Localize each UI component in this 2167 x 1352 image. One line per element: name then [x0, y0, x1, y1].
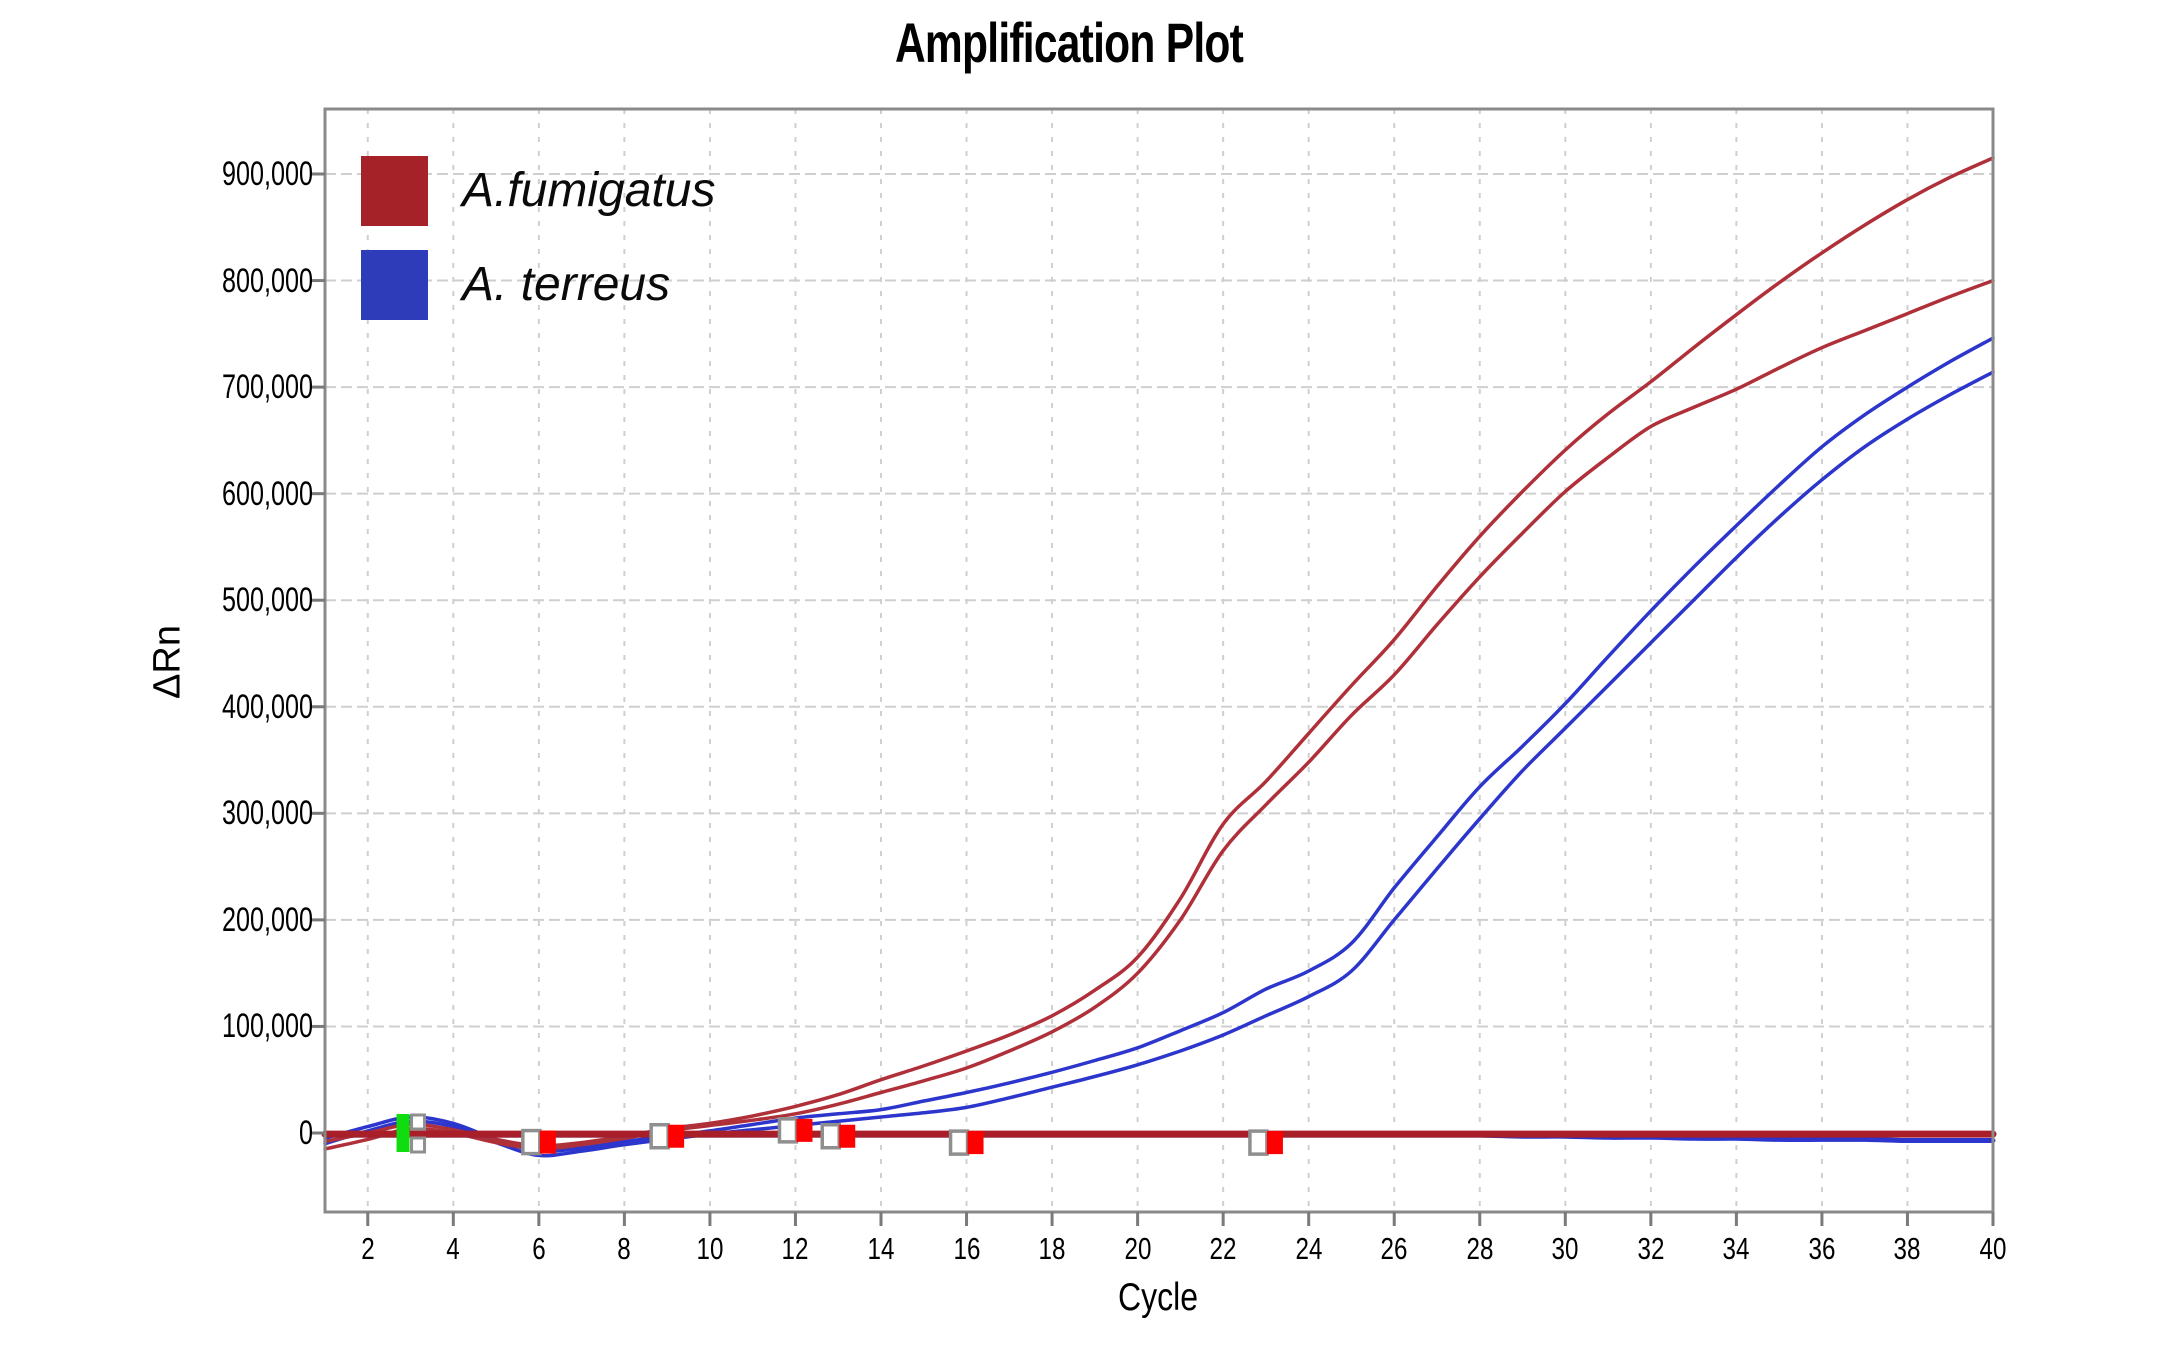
- legend-swatch-a-fumigatus: [361, 156, 428, 226]
- y-tick-label-400000: 400,000: [222, 687, 313, 726]
- y-tick-label-800000: 800,000: [222, 261, 313, 300]
- red-square-marker: [668, 1124, 685, 1148]
- x-tick-label-22: 22: [1209, 1231, 1237, 1266]
- x-tick-label-32: 32: [1637, 1231, 1665, 1266]
- red-square-marker: [539, 1130, 556, 1154]
- x-tick-label-26: 26: [1380, 1231, 1408, 1266]
- x-tick-label-20: 20: [1124, 1231, 1152, 1266]
- green-bar-marker: [396, 1114, 410, 1152]
- x-tick-label-16: 16: [953, 1231, 980, 1266]
- chart-title: Amplification Plot: [894, 11, 1244, 74]
- x-tick-label-30: 30: [1551, 1231, 1579, 1266]
- gray-open-square-marker: [777, 1117, 799, 1144]
- red-square-marker: [1266, 1131, 1283, 1155]
- x-tick-label-14: 14: [867, 1231, 895, 1266]
- curve-a-fumigatus-replicate-2-: [323, 278, 1995, 1151]
- x-axis-title-wrap: Cycle: [1109, 1276, 1207, 1320]
- x-tick-label-6: 6: [532, 1231, 546, 1266]
- x-tick-label-34: 34: [1722, 1231, 1750, 1266]
- y-tick-label-300000: 300,000: [222, 794, 313, 833]
- red-square-marker: [839, 1124, 856, 1148]
- red-square-marker: [967, 1131, 984, 1155]
- legend-label-a-terreus: A. terreus: [462, 258, 671, 311]
- y-tick-label-500000: 500,000: [222, 581, 313, 620]
- gray-square-marker: [410, 1136, 427, 1154]
- legend-swatch-a-terreus: [361, 250, 428, 320]
- chart-title-wrap: Amplification Plot: [840, 10, 1298, 75]
- x-tick-label-18: 18: [1038, 1231, 1066, 1266]
- y-tick-label-200000: 200,000: [222, 900, 313, 939]
- x-axis-title: Cycle: [1118, 1276, 1198, 1319]
- baseline-markers: [396, 1113, 1283, 1156]
- x-tick-label-36: 36: [1808, 1231, 1836, 1266]
- y-tick-label-0: 0: [298, 1114, 313, 1152]
- x-tick-label-8: 8: [617, 1231, 632, 1266]
- x-tick-label-2: 2: [361, 1231, 375, 1266]
- x-tick-label-24: 24: [1295, 1231, 1323, 1266]
- y-tick-label-600000: 600,000: [222, 474, 313, 513]
- x-tick-label-40: 40: [1979, 1231, 2007, 1266]
- x-tick-label-38: 38: [1893, 1231, 1921, 1266]
- x-tick-label-10: 10: [696, 1231, 724, 1266]
- gray-open-square-marker: [521, 1128, 542, 1156]
- curve-a-terreus-replicate-2-: [323, 370, 1995, 1158]
- plot-border: [323, 107, 1995, 1214]
- x-tick-label-28: 28: [1466, 1231, 1494, 1266]
- gray-open-square-marker: [1248, 1129, 1269, 1156]
- red-square-marker: [796, 1118, 813, 1142]
- x-tick-label-12: 12: [781, 1231, 809, 1266]
- y-axis-title: ΔRn: [146, 625, 189, 699]
- gray-square-marker: [410, 1113, 427, 1131]
- y-tick-label-900000: 900,000: [222, 155, 313, 193]
- axis-ticks: [311, 172, 1995, 1226]
- curve-a-terreus-replicate-1-: [323, 336, 1995, 1154]
- amplification-curves: [321, 156, 1997, 1158]
- x-tick-label-4: 4: [446, 1231, 461, 1266]
- legend-label-a-fumigatus: A.fumigatus: [462, 164, 716, 217]
- gray-open-square-marker: [820, 1122, 841, 1150]
- y-tick-label-700000: 700,000: [222, 368, 313, 407]
- gray-open-square-marker: [649, 1122, 670, 1150]
- gray-open-square-marker: [948, 1129, 970, 1156]
- gridlines: [325, 109, 1994, 1212]
- curve-a-fumigatus-replicate-1-: [323, 156, 1995, 1148]
- y-tick-label-100000: 100,000: [222, 1007, 313, 1046]
